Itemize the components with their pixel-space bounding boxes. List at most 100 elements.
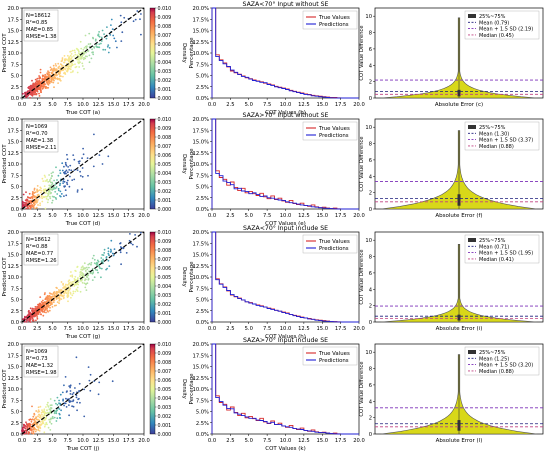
scatter-point	[33, 192, 36, 194]
scatter-point	[74, 290, 77, 293]
scatter-point	[111, 252, 114, 255]
scatter-point	[46, 307, 48, 310]
y-tick-label: 15.0%	[193, 29, 210, 35]
scatter-point	[43, 82, 45, 85]
scatter-point	[69, 275, 72, 277]
scatter-point	[39, 426, 41, 428]
scatter-point	[56, 291, 59, 294]
scatter-point	[41, 420, 44, 423]
y-tick-label: 7.5	[11, 62, 19, 68]
scatter-point	[37, 204, 39, 206]
scatter-point	[27, 90, 30, 92]
legend-swatch	[468, 238, 476, 242]
scatter-point	[50, 184, 53, 186]
scatter-point	[129, 233, 131, 235]
scatter-point	[35, 416, 38, 419]
scatter-point	[130, 242, 133, 245]
colorbar-tick-label: 0.010	[158, 230, 172, 236]
scatter-point	[83, 68, 85, 70]
scatter-point	[91, 279, 94, 281]
scatter-point	[69, 390, 72, 392]
x-tick-label: 17.5	[335, 102, 347, 108]
colorbar-tick-label: 0.007	[158, 257, 172, 263]
y-tick-label: 10.0	[7, 162, 19, 168]
scatter-point	[36, 191, 39, 193]
series-line	[211, 231, 359, 323]
scatter-point	[69, 50, 71, 53]
scatter-point	[46, 403, 49, 406]
scatter-point	[64, 287, 67, 289]
scatter-point	[39, 296, 42, 298]
stats-box	[23, 345, 59, 378]
scatter-point	[62, 284, 64, 286]
scatter-point	[74, 269, 77, 272]
scatter-point	[76, 289, 78, 291]
x-axis-label: Absolute Error (f)	[435, 213, 482, 219]
y-tick-label: 2.5	[11, 309, 19, 315]
legend-label: Mean (1.30)	[479, 131, 509, 137]
scatter-point	[50, 77, 53, 79]
scatter-point	[81, 272, 84, 274]
scatter-point	[85, 270, 87, 272]
scatter-point	[40, 411, 43, 414]
y-tick-label: 10	[365, 350, 372, 356]
scatter-point	[71, 56, 73, 58]
scatter-point	[42, 314, 45, 317]
x-tick-label: 7.5	[263, 438, 271, 444]
scatter-point	[63, 404, 65, 407]
scatter-point	[72, 154, 75, 157]
y-axis-label: COT Value Difference	[359, 25, 365, 80]
scatter-point	[74, 275, 77, 278]
x-tick-label: 5.0	[48, 326, 56, 332]
scatter-point	[51, 175, 53, 178]
scatter-point	[88, 266, 90, 269]
scatter-point	[64, 189, 67, 192]
scatter-point	[70, 53, 73, 55]
x-tick-label: 2.5	[226, 438, 234, 444]
scatter-point	[31, 405, 33, 408]
scatter-point	[32, 415, 35, 418]
scatter-point	[88, 379, 91, 382]
scatter-point	[43, 185, 46, 188]
scatter-point	[47, 181, 50, 183]
scatter-point	[24, 203, 26, 206]
scatter-point	[97, 33, 100, 36]
scatter-point	[56, 396, 59, 399]
scatter-point	[66, 70, 69, 73]
scatter-point	[58, 412, 61, 415]
scatter-point	[51, 415, 54, 418]
scatter-point	[72, 55, 75, 57]
colorbar-tick-label: 0.004	[158, 171, 172, 177]
legend-swatch	[468, 14, 476, 18]
colorbar-tick-label: 0.005	[158, 387, 172, 393]
scatter-point	[52, 301, 55, 304]
scatter-point	[32, 309, 34, 312]
scatter-point	[48, 180, 51, 183]
y-axis-label: Percentage	[189, 37, 195, 69]
y-tick-label: 20.0%	[193, 6, 210, 12]
x-tick-label: 2.5	[33, 213, 41, 219]
y-tick-label: 8	[369, 255, 372, 261]
scatter-point	[100, 40, 103, 42]
scatter-point	[59, 67, 62, 70]
y-tick-label: 10.0%	[193, 51, 210, 57]
y-tick-label: 5.0%	[196, 298, 209, 304]
scatter-point	[136, 245, 138, 248]
scatter-point	[28, 431, 31, 434]
scatter-point	[88, 61, 91, 64]
scatter-point	[27, 423, 30, 425]
scatter-point	[70, 281, 72, 284]
y-tick-label: 2.5	[11, 85, 19, 91]
x-tick-label: 17.5	[123, 213, 135, 219]
legend-label: Mean (0.71)	[479, 244, 509, 250]
scatter-point	[37, 406, 40, 409]
scatter-point	[69, 54, 72, 57]
legend-box	[464, 346, 540, 376]
scatter-point	[52, 64, 55, 67]
legend-label: 25%~75%	[479, 238, 506, 244]
scatter-point	[64, 161, 67, 164]
scatter-point	[38, 413, 41, 416]
colorbar-tick-label: 0.001	[158, 311, 172, 317]
scatter-point	[49, 398, 52, 400]
scatter-point	[78, 66, 81, 68]
